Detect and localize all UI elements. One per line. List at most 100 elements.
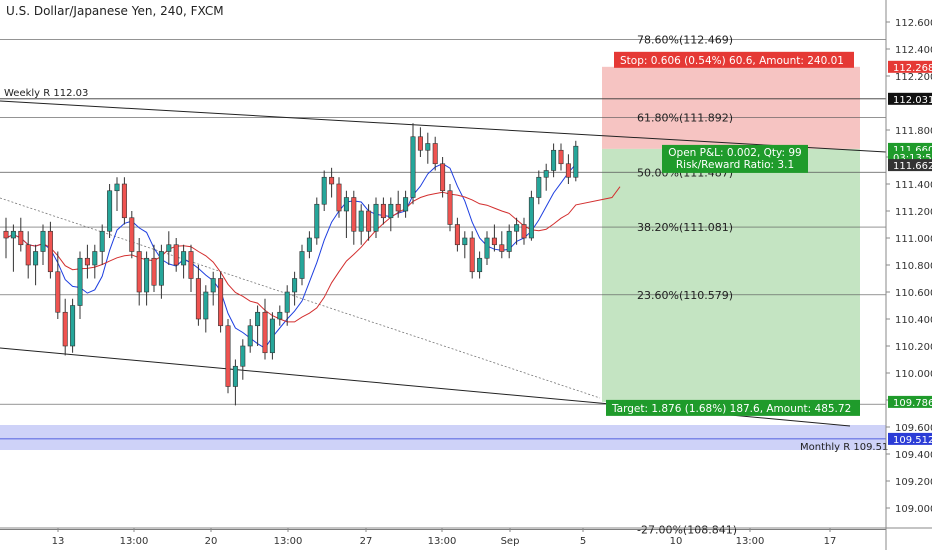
y-tick-label-6: 111.200 [895, 207, 932, 218]
candle-body-7 [55, 271, 61, 313]
pnl-box [662, 144, 808, 173]
candle-body-48 [358, 210, 364, 232]
candle-body-34 [255, 311, 261, 327]
time-axis[interactable]: 13 13:00 20 13:00 27 13:00 Sep 5 10 13:00 17 [0, 527, 932, 547]
candle-body-36 [269, 318, 275, 354]
candle-body-8 [62, 311, 68, 347]
upper-trendline [0, 100, 887, 153]
candle-body-54 [403, 197, 409, 212]
candle-body-40 [299, 251, 305, 279]
candle-body-47 [351, 197, 357, 232]
x-tick-label-2: 20 [205, 536, 218, 547]
candle-body-30 [225, 325, 231, 387]
weekly-r-label: Weekly R 112.03 [4, 88, 88, 99]
candle-body-41 [306, 237, 312, 252]
y-tick-label-14: 109.600 [895, 423, 932, 434]
price-tag-bg-0 [888, 60, 932, 73]
candles-layer [3, 123, 579, 406]
candle-body-26 [195, 278, 201, 320]
price-tag-4: 111.662 [893, 161, 932, 172]
fib-label-6: -27.00%(108.841) [637, 523, 737, 536]
candle-body-12 [92, 251, 98, 266]
candle-body-61 [454, 224, 460, 246]
y-tick-label-2: 112.200 [895, 72, 932, 83]
levels-layer [0, 39, 886, 530]
target-zone [602, 148, 860, 402]
candle-body-15 [114, 183, 120, 192]
candle-body-75 [558, 149, 564, 165]
y-tick-label-16: 109.200 [895, 477, 932, 488]
price-tag-5: 109.786 [893, 398, 932, 409]
candle-body-28 [210, 278, 216, 293]
candle-body-44 [329, 176, 335, 185]
x-tick-label-4: 27 [360, 536, 373, 547]
candle-body-62 [462, 237, 468, 246]
x-tick-label-0: 13 [52, 536, 65, 547]
candle-body-27 [203, 291, 209, 320]
y-tick-label-8: 110.800 [895, 261, 932, 272]
y-tick-label-12: 110.000 [895, 369, 932, 380]
candle-body-23 [173, 244, 179, 266]
candle-body-39 [292, 278, 298, 293]
candle-body-37 [277, 311, 283, 320]
y-tick-label-15: 109.400 [895, 450, 932, 461]
candle-body-76 [565, 163, 571, 178]
candle-body-46 [343, 197, 349, 212]
candle-body-52 [388, 203, 394, 219]
candle-body-1 [10, 230, 16, 239]
fast-ma-line [5, 163, 577, 349]
candle-body-59 [440, 163, 446, 192]
x-tick-label-7: 5 [580, 536, 586, 547]
monthly-r-label: Monthly R 109.51 [800, 442, 888, 453]
candle-body-32 [240, 345, 246, 367]
x-tick-label-10: 17 [824, 536, 837, 547]
candle-body-21 [158, 251, 164, 286]
zones-layer [0, 66, 886, 450]
pnl-line-1: Open P&L: 0.002, Qty: 99 [668, 147, 801, 159]
y-tick-label-5: 111.400 [895, 180, 932, 191]
candle-body-55 [410, 136, 416, 198]
candle-body-57 [425, 143, 431, 151]
x-tick-label-5: 13:00 [428, 536, 457, 547]
candle-body-69 [514, 224, 520, 232]
candle-body-73 [543, 170, 549, 178]
y-tick-label-10: 110.400 [895, 315, 932, 326]
target-label-bg [606, 399, 860, 416]
x-tick-label-1: 13:00 [120, 536, 149, 547]
candle-body-14 [107, 190, 113, 232]
price-tag-bg-6 [888, 432, 932, 445]
moving-averages-layer [5, 163, 621, 349]
candle-body-31 [232, 365, 238, 387]
candle-body-25 [188, 251, 194, 279]
chart-title: U.S. Dollar/Japanese Yen, 240, FXCM [6, 4, 224, 18]
slow-ma-line [5, 186, 621, 323]
candle-body-49 [366, 210, 372, 232]
candle-body-0 [3, 230, 9, 239]
candle-body-43 [321, 176, 327, 205]
fib-label-4: 23.60%(110.579) [637, 289, 733, 302]
fib-label-3: 38.20%(111.081) [637, 221, 733, 234]
candle-body-3 [25, 244, 31, 266]
labels-layer: 78.60%(112.469)61.80%(111.892)50.00%(111… [4, 34, 888, 537]
candle-body-6 [47, 230, 53, 273]
price-tag-2: 111.660 [893, 145, 932, 156]
candle-body-13 [99, 230, 105, 252]
candle-body-2 [18, 230, 24, 246]
candle-body-66 [491, 237, 497, 246]
candle-body-68 [506, 230, 512, 252]
candle-body-64 [477, 257, 483, 273]
x-tick-label-9: 13:00 [736, 536, 765, 547]
candle-body-77 [573, 145, 579, 178]
candle-body-16 [121, 183, 127, 219]
y-tick-label-3: 111.800 [895, 126, 932, 137]
candle-body-60 [447, 190, 453, 225]
candle-body-58 [432, 143, 438, 165]
price-tag-0: 112.268 [893, 63, 932, 74]
candle-body-67 [499, 244, 505, 252]
price-tag-3: 03:13:55 [893, 153, 932, 164]
candle-body-42 [314, 203, 320, 239]
x-tick-label-8: 10 [670, 536, 683, 547]
candle-body-74 [551, 149, 557, 171]
fib-label-0: 78.60%(112.469) [637, 34, 733, 47]
